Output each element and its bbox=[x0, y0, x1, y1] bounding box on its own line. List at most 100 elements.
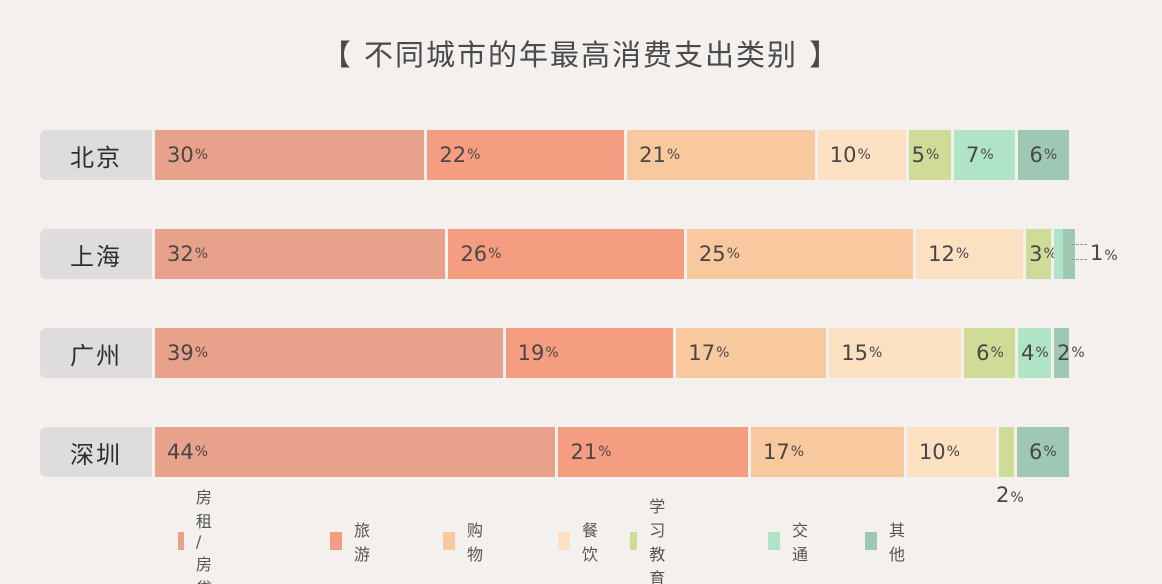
legend-label: 交通 bbox=[792, 521, 811, 564]
segment-value: 44 bbox=[167, 440, 194, 464]
legend-swatch bbox=[558, 532, 570, 550]
legend-swatch bbox=[178, 532, 184, 550]
segment-value: 21 bbox=[639, 143, 666, 167]
bar-segment: 32% bbox=[155, 229, 446, 279]
segment-value: 17 bbox=[688, 341, 716, 365]
segment-value: 17 bbox=[763, 440, 790, 464]
percent-sign: % bbox=[194, 444, 209, 460]
percent-sign: % bbox=[716, 345, 730, 361]
legend-item-transport: 交通 bbox=[768, 521, 816, 564]
bar-segment: 6% bbox=[1017, 130, 1069, 180]
segment-value: 4 bbox=[1021, 341, 1035, 365]
bar-segment: 30% bbox=[155, 130, 425, 180]
bar-segment: 39% bbox=[155, 328, 503, 378]
segment-value: 5 bbox=[911, 143, 925, 167]
legend-label: 学习教育 bbox=[649, 497, 668, 584]
bar-segment: 10% bbox=[817, 130, 906, 180]
leader-line bbox=[1072, 259, 1087, 260]
percent-sign: % bbox=[1071, 345, 1085, 361]
city-label: 深圳 bbox=[40, 427, 152, 477]
bar-segment: 44% bbox=[155, 427, 556, 477]
percent-sign: % bbox=[868, 345, 883, 361]
segment-value: 30 bbox=[167, 143, 194, 167]
bar-segment: 12% bbox=[916, 229, 1024, 279]
bar-segment: 15% bbox=[829, 328, 962, 378]
legend-item-other: 其他 bbox=[865, 521, 913, 564]
percent-sign: % bbox=[726, 246, 740, 262]
segment-value: 10 bbox=[918, 440, 946, 464]
chart-title: 【 不同城市的年最高消费支出类别 】 bbox=[321, 38, 841, 72]
bar-segment: 17% bbox=[751, 427, 904, 477]
bar-segment bbox=[998, 427, 1014, 477]
legend-item-shopping: 购物 bbox=[443, 521, 491, 564]
bar-segment: 6% bbox=[964, 328, 1016, 378]
segment-value: 7 bbox=[965, 143, 980, 167]
legend-label: 房租 / 房贷 bbox=[195, 487, 214, 584]
legend-swatch bbox=[443, 532, 455, 550]
segment-value: 3 bbox=[1029, 242, 1043, 266]
bar-segment: 22% bbox=[427, 130, 625, 180]
bar-segment: 25% bbox=[686, 229, 914, 279]
legend-item-education: 学习教育 bbox=[630, 497, 678, 584]
bar-segment: 2% bbox=[1054, 328, 1085, 378]
segment-value: 6 bbox=[1029, 143, 1043, 167]
legend-item-rent: 房租 / 房贷 bbox=[178, 488, 226, 584]
legend-swatch bbox=[330, 532, 342, 550]
bar-segment: 19% bbox=[505, 328, 674, 378]
legend-label: 购物 bbox=[467, 521, 486, 564]
legend-swatch bbox=[630, 532, 638, 550]
bar-segment bbox=[1062, 229, 1075, 279]
percent-sign: % bbox=[980, 147, 994, 163]
segment-value: 6 bbox=[1028, 440, 1043, 464]
percent-sign: % bbox=[194, 345, 209, 361]
segment-value: 15 bbox=[841, 341, 868, 365]
segment-value: 12 bbox=[928, 242, 955, 266]
percent-sign: % bbox=[790, 444, 805, 460]
city-label: 北京 bbox=[40, 130, 152, 180]
segment-value: 26 bbox=[460, 242, 488, 266]
segment-value: 2 bbox=[1057, 341, 1071, 365]
segment-value: 21 bbox=[570, 440, 598, 464]
legend-label: 餐饮 bbox=[582, 521, 601, 564]
bar-segment bbox=[1053, 229, 1066, 279]
bar-segment: 10% bbox=[906, 427, 996, 477]
percent-sign: % bbox=[1035, 345, 1049, 361]
legend-item-travel: 旅游 bbox=[330, 521, 378, 564]
segment-value: 39 bbox=[167, 341, 194, 365]
external-value-label: 2% bbox=[996, 483, 1024, 507]
legend-swatch bbox=[865, 532, 877, 550]
percent-sign: % bbox=[666, 147, 681, 163]
legend-swatch bbox=[768, 532, 780, 550]
percent-sign: % bbox=[488, 246, 502, 262]
legend-item-dining: 餐饮 bbox=[558, 521, 606, 564]
percent-sign: % bbox=[598, 444, 612, 460]
legend-label: 其他 bbox=[889, 521, 908, 564]
percent-sign: % bbox=[1043, 444, 1057, 460]
segment-value: 6 bbox=[976, 341, 990, 365]
segment-value: 32 bbox=[167, 242, 194, 266]
percent-sign: % bbox=[467, 147, 481, 163]
bar-segment: 17% bbox=[676, 328, 827, 378]
percent-sign: % bbox=[955, 246, 970, 262]
external-value-label: 1% bbox=[1090, 241, 1118, 265]
legend-label: 旅游 bbox=[354, 521, 373, 564]
percent-sign: % bbox=[990, 345, 1004, 361]
segment-value: 19 bbox=[517, 341, 545, 365]
percent-sign: % bbox=[545, 345, 559, 361]
percent-sign: % bbox=[946, 444, 960, 460]
segment-value: 10 bbox=[829, 143, 857, 167]
bar-segment: 21% bbox=[627, 130, 815, 180]
segment-value: 22 bbox=[439, 143, 467, 167]
bar-segment: 4% bbox=[1018, 328, 1051, 378]
bar-segment: 6% bbox=[1016, 427, 1069, 477]
leader-line bbox=[1072, 244, 1087, 245]
city-label: 上海 bbox=[40, 229, 152, 279]
city-label: 广州 bbox=[40, 328, 152, 378]
percent-sign: % bbox=[194, 246, 209, 262]
bar-segment: 26% bbox=[448, 229, 684, 279]
percent-sign: % bbox=[1043, 246, 1057, 262]
bar-segment: 3% bbox=[1026, 229, 1057, 279]
bar-segment: 5% bbox=[908, 130, 951, 180]
percent-sign: % bbox=[857, 147, 871, 163]
bar-segment: 7% bbox=[953, 130, 1015, 180]
